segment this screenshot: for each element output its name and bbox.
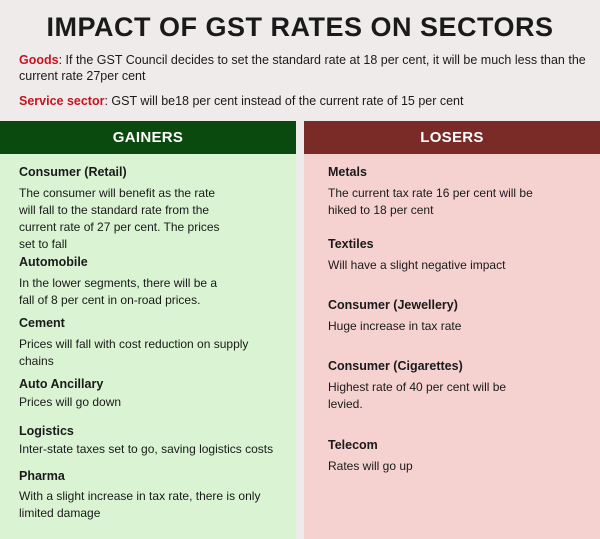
service-sector-text: : GST will be18 per cent instead of the … <box>104 94 464 108</box>
loser-title: Consumer (Cigarettes) <box>328 359 463 373</box>
gainer-desc: With a slight increase in tax rate, ther… <box>19 489 261 520</box>
loser-desc: Will have a slight negative impact <box>328 258 506 272</box>
loser-title: Consumer (Jewellery) <box>328 298 458 312</box>
goods-label: Goods <box>19 53 59 67</box>
loser-item-telecom: Telecom Rates will go up <box>328 437 593 475</box>
gainer-item-logistics: Logistics Inter-state taxes set to go, s… <box>19 423 294 458</box>
gainer-title: Logistics <box>19 424 74 438</box>
gainer-desc: In the lower segments, there will be a f… <box>19 276 218 307</box>
loser-item-consumer-jewellery: Consumer (Jewellery) Huge increase in ta… <box>328 297 593 335</box>
loser-title: Metals <box>328 165 367 179</box>
gainer-title: Cement <box>19 316 65 330</box>
gainer-desc: Prices will go down <box>19 395 122 409</box>
loser-title: Telecom <box>328 438 378 452</box>
gainer-desc: The consumer will benefit as the rate wi… <box>19 186 220 251</box>
gainer-item-auto-ancillary: Auto Ancillary Prices will go down <box>19 376 284 411</box>
loser-desc: The current tax rate 16 per cent will be… <box>328 186 533 217</box>
gainer-title: Pharma <box>19 469 65 483</box>
gainer-desc: Inter-state taxes set to go, saving logi… <box>19 442 274 456</box>
gainer-item-cement: Cement Prices will fall with cost reduct… <box>19 315 269 370</box>
loser-desc: Rates will go up <box>328 459 413 473</box>
losers-panel: LOSERS Metals The current tax rate 16 pe… <box>304 121 600 539</box>
goods-note: Goods: If the GST Council decides to set… <box>19 52 589 84</box>
loser-title: Textiles <box>328 237 374 251</box>
loser-item-consumer-cigarettes: Consumer (Cigarettes) Highest rate of 40… <box>328 358 528 413</box>
gainer-title: Automobile <box>19 255 88 269</box>
gainer-item-consumer-retail: Consumer (Retail) The consumer will bene… <box>19 164 229 253</box>
goods-text: : If the GST Council decides to set the … <box>19 53 586 83</box>
loser-desc: Huge increase in tax rate <box>328 319 462 333</box>
gainer-item-automobile: Automobile In the lower segments, there … <box>19 254 234 309</box>
gainer-title: Consumer (Retail) <box>19 165 127 179</box>
gainer-item-pharma: Pharma With a slight increase in tax rat… <box>19 468 294 522</box>
service-sector-note: Service sector: GST will be18 per cent i… <box>19 93 589 109</box>
gainer-desc: Prices will fall with cost reduction on … <box>19 337 249 368</box>
loser-desc: Highest rate of 40 per cent will be levi… <box>328 380 507 411</box>
gainers-header: GAINERS <box>0 121 296 154</box>
service-sector-label: Service sector <box>19 94 105 108</box>
loser-item-metals: Metals The current tax rate 16 per cent … <box>328 164 543 219</box>
page-title: IMPACT OF GST RATES ON SECTORS <box>46 12 554 42</box>
loser-item-textiles: Textiles Will have a slight negative imp… <box>328 236 593 274</box>
gainer-title: Auto Ancillary <box>19 377 104 391</box>
gainers-panel: GAINERS Consumer (Retail) The consumer w… <box>0 121 296 539</box>
losers-header: LOSERS <box>304 121 600 154</box>
